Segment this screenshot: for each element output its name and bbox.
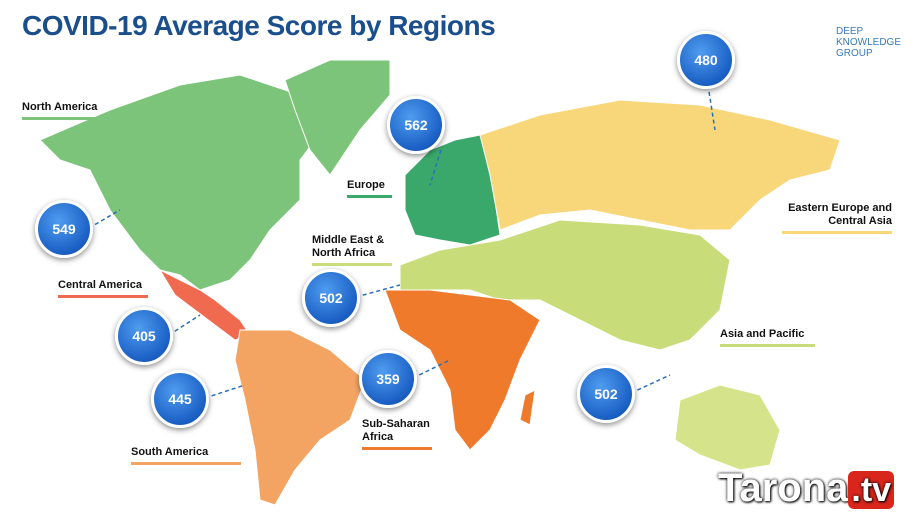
score-bubble: 502 bbox=[577, 365, 635, 423]
south-america bbox=[234, 329, 366, 506]
connector bbox=[355, 284, 401, 298]
eastern-europe-central-asia bbox=[479, 99, 841, 231]
greenland bbox=[284, 59, 391, 176]
region-label: Central America bbox=[58, 279, 148, 298]
score-bubble: 359 bbox=[359, 350, 417, 408]
watermark-suffix: .tv bbox=[848, 471, 895, 509]
connector bbox=[630, 374, 671, 394]
connector bbox=[204, 384, 246, 399]
watermark: Tarona.tv bbox=[718, 466, 895, 511]
score-bubble: 562 bbox=[387, 96, 445, 154]
asia-pacific-mena bbox=[399, 219, 731, 351]
region-label: South America bbox=[131, 446, 241, 465]
title: COVID-19 Average Score by Regions bbox=[22, 10, 496, 41]
score-bubble: 480 bbox=[677, 31, 735, 89]
logo-line: GROUP bbox=[836, 48, 873, 59]
watermark-text: Tarona bbox=[718, 466, 849, 510]
region-label: Eastern Europe and Central Asia bbox=[782, 202, 892, 234]
madagascar bbox=[519, 389, 536, 426]
connector bbox=[88, 209, 121, 229]
connector bbox=[707, 84, 716, 131]
region-label: Middle East & North Africa bbox=[312, 234, 392, 266]
connector bbox=[429, 149, 442, 186]
score-bubble: 549 bbox=[35, 200, 93, 258]
region-label: Europe bbox=[347, 179, 392, 198]
logo-line: DEEP bbox=[836, 26, 864, 37]
score-bubble: 405 bbox=[115, 307, 173, 365]
australia bbox=[674, 384, 781, 471]
north-america bbox=[39, 74, 331, 291]
sub-saharan-africa bbox=[384, 289, 541, 451]
logo: DEEP KNOWLEDGE GROUP bbox=[836, 26, 901, 59]
region-label: North America bbox=[22, 101, 122, 120]
connectors bbox=[88, 84, 716, 399]
region-label: Sub-Saharan Africa bbox=[362, 418, 432, 450]
score-bubble: 502 bbox=[302, 269, 360, 327]
logo-line: KNOWLEDGE bbox=[836, 37, 902, 48]
score-bubble: 445 bbox=[151, 370, 209, 428]
connector bbox=[168, 314, 201, 336]
region-label: Asia and Pacific bbox=[720, 328, 815, 347]
